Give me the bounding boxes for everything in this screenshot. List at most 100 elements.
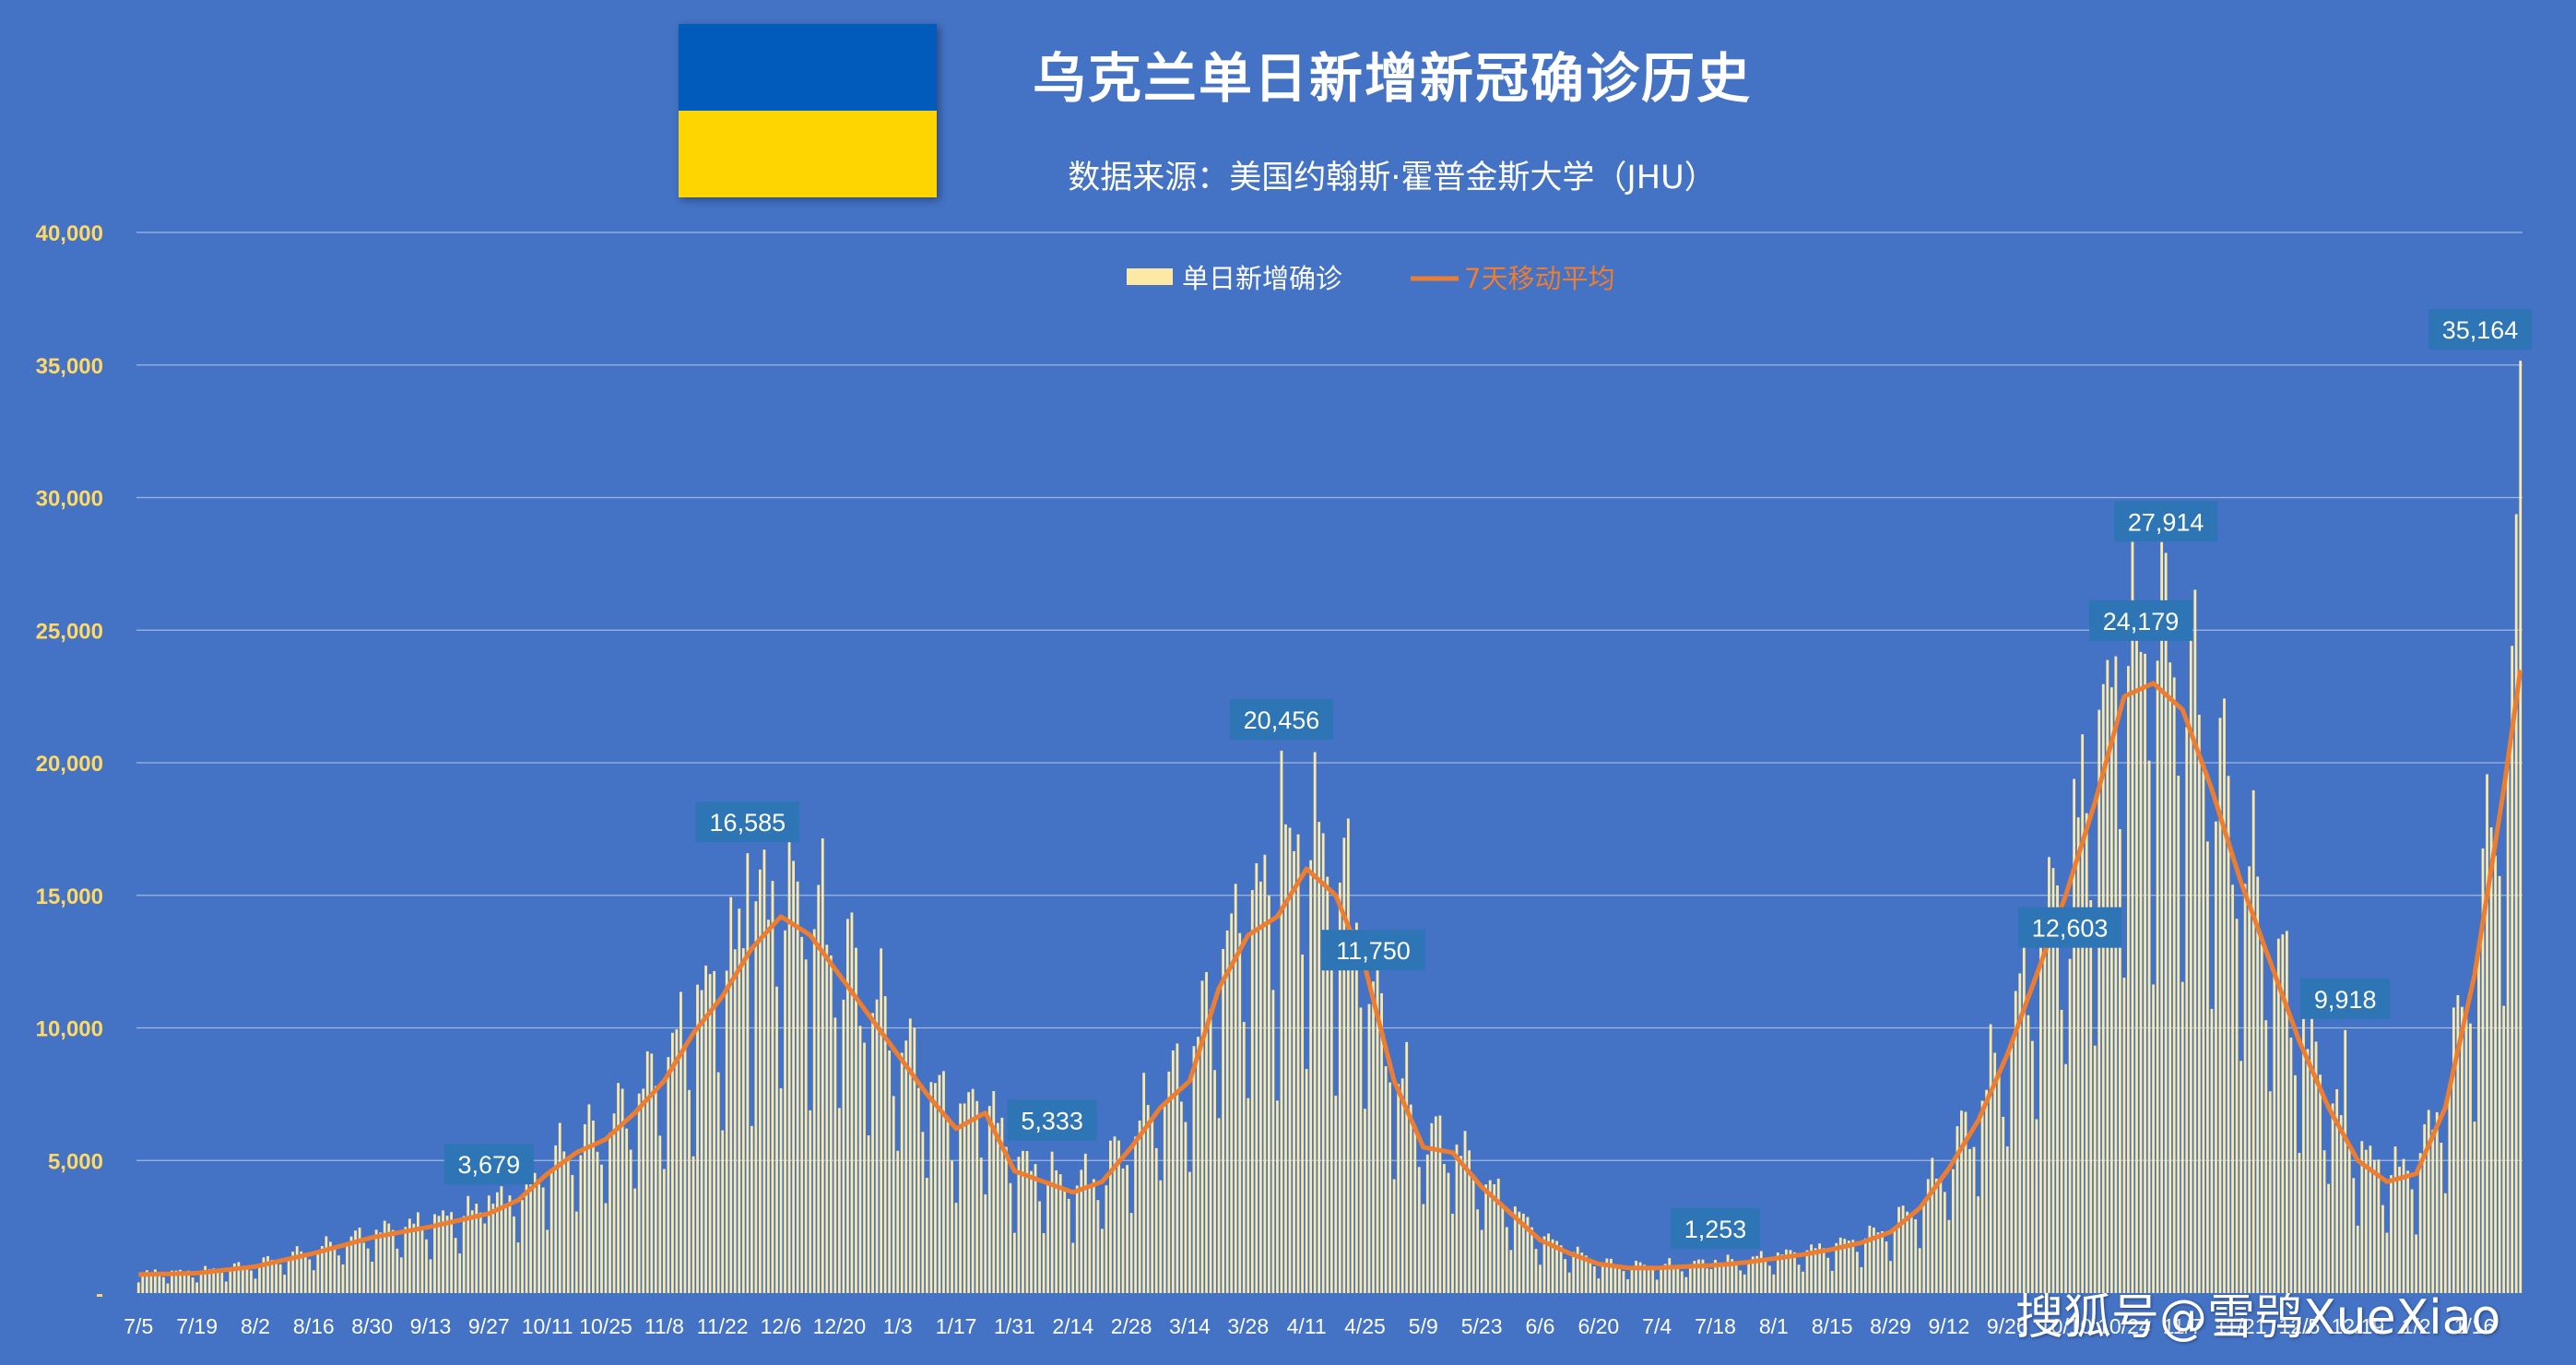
daily-bar [341,1264,345,1293]
daily-bar [875,999,879,1293]
daily-bar [867,1135,870,1293]
daily-bar [1772,1274,1776,1293]
daily-bar [1318,822,1321,1293]
daily-bar [704,965,707,1293]
daily-bar [987,1106,991,1293]
daily-bar [425,1239,428,1293]
daily-bar [2076,817,2080,1293]
daily-bar [821,837,824,1293]
daily-bar [942,1071,945,1293]
daily-bar [1192,1046,1196,1293]
daily-bar [1151,1121,1154,1293]
x-tick-label: 5/23 [1461,1314,1503,1338]
daily-bar [596,1151,599,1293]
x-tick-label: 8/15 [1812,1314,1853,1338]
callout-box [1007,1099,1097,1141]
daily-bar [1693,1261,1696,1293]
daily-bar [583,1123,586,1293]
daily-bar [2406,1170,2409,1293]
daily-bar [716,1072,720,1293]
daily-bar [2381,1205,2384,1293]
daily-bar [721,1130,725,1293]
daily-bar [1672,1265,1675,1293]
daily-bar [2164,552,2168,1293]
daily-bar [1326,876,1329,1293]
daily-bar [2106,659,2109,1293]
daily-bar [2243,884,2247,1293]
daily-bar [416,1212,419,1293]
daily-bar [1789,1250,1792,1293]
daily-bar [354,1230,357,1293]
daily-bar [1956,1126,1959,1293]
daily-bar [1247,1098,1250,1293]
daily-bar [775,986,778,1293]
daily-bar [2109,687,2113,1293]
x-tick-label: 8/30 [351,1314,393,1338]
daily-bar [1359,1007,1363,1293]
daily-bar [1618,1264,1621,1293]
daily-bar [495,1192,499,1293]
x-tick-label: 6/6 [1525,1314,1554,1338]
daily-bar [374,1229,378,1293]
daily-bar [642,1088,645,1293]
daily-bar [1980,1100,1984,1293]
legend-label-daily: 单日新增确诊 [1182,263,1342,294]
data-label: 16,585 [710,809,786,837]
daily-bar [812,929,816,1293]
daily-bar [1171,1050,1175,1293]
daily-bar [733,949,737,1293]
daily-bar [2215,821,2217,1293]
daily-bar [525,1163,528,1293]
daily-bar [2056,884,2059,1293]
daily-bar [1179,1101,1183,1293]
daily-bar [1534,1249,1538,1293]
daily-bar [2139,651,2143,1293]
daily-bar [1046,1183,1050,1293]
daily-bar [1555,1240,1558,1293]
daily-bar [1605,1258,1609,1293]
daily-bar [1630,1268,1634,1293]
daily-bar [366,1248,370,1293]
daily-bar [688,1089,691,1293]
daily-bar [1805,1250,1809,1293]
daily-bar [667,1057,670,1293]
daily-bar [1009,1182,1012,1293]
daily-bar [1321,833,1325,1293]
daily-bar [266,1255,269,1293]
daily-bar [1258,881,1262,1293]
daily-bar [450,1212,454,1293]
daily-bar [804,959,808,1293]
daily-bar [825,944,829,1293]
daily-bar [1847,1240,1850,1293]
daily-bar [1217,1118,1221,1293]
x-tick-label: 9/12 [1929,1314,1970,1338]
daily-bar [1855,1252,1859,1293]
y-tick-label: 40,000 [36,221,103,246]
daily-bar [1384,1066,1388,1293]
daily-bar [796,881,799,1293]
daily-bar [2205,841,2209,1293]
daily-bar [1129,1213,1133,1293]
daily-bar [1468,1150,1471,1293]
daily-bar [2410,1189,2414,1293]
daily-bar [162,1276,165,1293]
daily-bar [1889,1261,1892,1293]
daily-bar [2506,766,2510,1293]
daily-bar [1067,1198,1070,1293]
daily-bar [2486,774,2488,1293]
daily-bar [817,884,821,1293]
daily-bar [562,1151,566,1293]
daily-bar [574,1211,578,1293]
daily-bar [1914,1219,1918,1293]
daily-bar [216,1269,219,1293]
daily-bar [2377,1159,2381,1293]
daily-bar [2193,589,2197,1293]
daily-bar [229,1267,232,1293]
daily-bar [521,1200,524,1293]
daily-bar [325,1236,328,1293]
daily-bar [1188,1171,1191,1293]
x-tick-label: 7/5 [124,1314,153,1338]
daily-bar [1709,1268,1713,1293]
x-tick-label: 3/14 [1169,1314,1211,1338]
